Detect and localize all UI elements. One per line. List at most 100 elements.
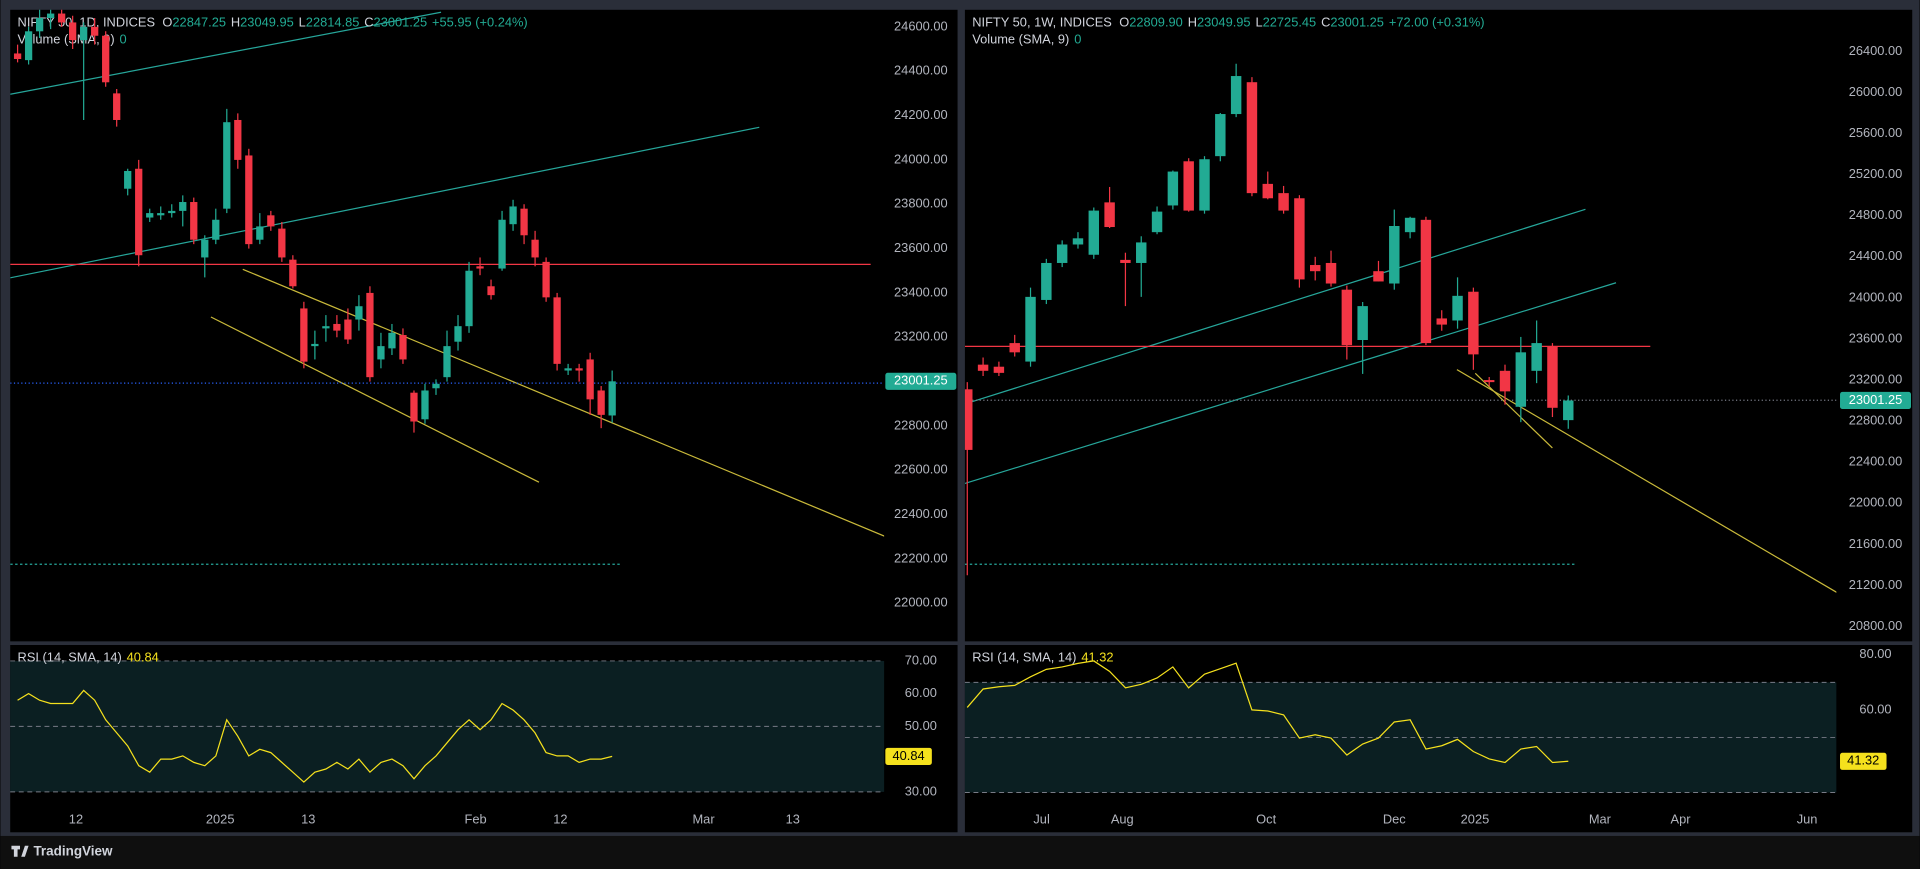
candle-body <box>964 389 973 450</box>
rsi-line <box>966 660 1569 764</box>
candle-body <box>333 323 341 331</box>
candle-body <box>146 213 154 218</box>
y-tick-label: 23400.00 <box>894 284 948 299</box>
field-value: 23001.25 <box>374 15 428 30</box>
field-value: 22725.45 <box>1263 15 1317 30</box>
candle-body <box>124 170 132 189</box>
y-tick-label: 23600.00 <box>894 240 948 255</box>
candle-body <box>1041 262 1052 300</box>
candle-body <box>311 343 319 347</box>
rsi-value: 41.32 <box>1081 650 1113 665</box>
candle-body <box>388 332 396 349</box>
candle-body <box>1104 202 1115 228</box>
rsi-line <box>17 689 613 783</box>
field-label: O <box>1119 15 1129 30</box>
y-tick-label: 22400.00 <box>894 506 948 521</box>
legend: NIFTY 50, 1D, INDICES O22847.25 H23049.95 L… <box>18 15 528 30</box>
drawings-left <box>10 11 885 565</box>
candle-body <box>355 306 363 320</box>
field-value: 22847.25 <box>172 15 226 30</box>
rsi-badge-label: 41.32 <box>1847 753 1879 768</box>
y-tick-label: 25200.00 <box>1849 166 1903 181</box>
trend-line <box>10 11 442 95</box>
candle-body <box>1215 114 1226 157</box>
candle-body <box>1563 400 1574 421</box>
candle-body <box>1230 76 1242 115</box>
candle-body <box>1420 219 1432 344</box>
y-tick-label: 22800.00 <box>1849 413 1903 428</box>
trend-line <box>10 126 760 279</box>
y-tick-label: 24000.00 <box>1849 289 1903 304</box>
candle-body <box>1309 265 1321 272</box>
candle-body <box>487 286 495 296</box>
logo-icon <box>11 845 29 857</box>
x-tick-label: 13 <box>786 811 800 826</box>
y-tick-label: 23600.00 <box>1849 330 1903 345</box>
x-tick-label: 12 <box>69 811 83 826</box>
volume-value: 0 <box>120 32 127 47</box>
candle-body <box>575 368 583 371</box>
volume-legend: Volume (SMA, 9) 0 <box>972 32 1081 47</box>
candle-body <box>1341 289 1353 346</box>
candle-body <box>509 206 517 225</box>
candle-body <box>1120 259 1131 263</box>
candle-body <box>366 292 374 378</box>
y-tick-label: 22400.00 <box>1849 454 1903 469</box>
x-tick-label: Jul <box>1033 811 1049 826</box>
trend-line <box>210 316 540 483</box>
candle-body <box>1278 193 1289 211</box>
volume-label: Volume (SMA, 9) <box>972 32 1069 47</box>
candle-body <box>1294 198 1305 280</box>
rsi-label: RSI (14, SMA, 14) <box>972 650 1076 665</box>
candle-body <box>322 326 330 329</box>
y-tick-label: 24400.00 <box>1849 248 1903 263</box>
rsi-badge-label: 40.84 <box>893 748 925 763</box>
candle-body <box>58 13 66 23</box>
candle-body <box>1009 343 1020 353</box>
last-price-badge <box>885 372 957 390</box>
y-tick-label: 22800.00 <box>894 417 948 432</box>
y-tick-label: 22200.00 <box>894 550 948 565</box>
candle-body <box>168 210 176 214</box>
candle-body <box>91 26 99 36</box>
change: +72.00 (+0.31%) <box>1389 15 1485 30</box>
rsi-badge <box>885 747 932 765</box>
candle-body <box>1088 210 1100 255</box>
field-label: C <box>364 15 373 30</box>
last-price-badge <box>1840 391 1912 410</box>
volume-label: Volume (SMA, 9) <box>18 32 115 47</box>
candle-body <box>135 168 143 256</box>
y-tick-label: 22600.00 <box>894 462 948 477</box>
last-price-label: 23001.25 <box>894 373 948 388</box>
candle-body <box>1357 306 1368 341</box>
field-value: 23001.25 <box>1330 15 1384 30</box>
x-tick-label: 2025 <box>1461 811 1490 826</box>
y-tick-label: 24400.00 <box>894 63 948 78</box>
symbol: NIFTY 50, 1W, INDICES <box>972 15 1112 30</box>
candle-body <box>35 17 44 32</box>
candles <box>13 9 616 433</box>
logo[interactable]: TradingView <box>11 843 113 858</box>
candle-body <box>1452 295 1463 321</box>
price-pane-left <box>10 9 958 642</box>
y-tick-label: 22000.00 <box>1849 495 1903 510</box>
candle-body <box>1436 318 1447 325</box>
candle-body <box>465 270 473 327</box>
x-tick-label: Dec <box>1383 811 1406 826</box>
field-value: 22814.85 <box>306 15 360 30</box>
candle-body <box>377 346 385 360</box>
y-tick-label: 24600.00 <box>894 18 948 33</box>
x-tick-label: 2025 <box>206 811 235 826</box>
candle-body <box>993 366 1005 373</box>
x-tick-label: Feb <box>465 811 487 826</box>
y-tick-label: 25600.00 <box>1849 125 1903 140</box>
candle-body <box>223 122 231 209</box>
rsi-tick-label: 50.00 <box>905 718 937 733</box>
candle-body <box>977 364 989 371</box>
candle-body <box>1468 291 1479 355</box>
candle-body <box>1246 82 1258 194</box>
candle-body <box>1183 161 1194 211</box>
rsi-band <box>964 682 1837 793</box>
x-tick-label: Mar <box>692 811 715 826</box>
price-pane-right <box>964 9 1913 642</box>
